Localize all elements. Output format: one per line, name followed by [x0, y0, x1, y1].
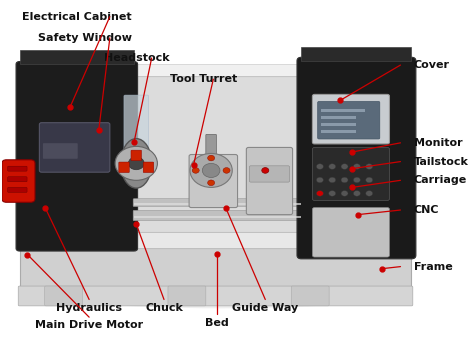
Text: Headstock: Headstock: [104, 53, 169, 63]
Circle shape: [202, 163, 220, 178]
FancyBboxPatch shape: [133, 199, 302, 207]
FancyBboxPatch shape: [119, 162, 129, 173]
Circle shape: [328, 191, 336, 196]
FancyBboxPatch shape: [16, 61, 137, 251]
FancyBboxPatch shape: [45, 286, 82, 306]
FancyBboxPatch shape: [124, 95, 148, 161]
FancyBboxPatch shape: [8, 177, 27, 182]
Circle shape: [353, 177, 360, 183]
Text: Cover: Cover: [414, 60, 450, 70]
FancyBboxPatch shape: [189, 154, 237, 208]
Circle shape: [328, 164, 336, 169]
Bar: [134, 217, 301, 218]
Polygon shape: [19, 64, 411, 78]
Circle shape: [365, 177, 373, 183]
Text: Main Drive Motor: Main Drive Motor: [35, 320, 143, 330]
FancyBboxPatch shape: [43, 143, 78, 159]
Circle shape: [128, 157, 144, 170]
FancyBboxPatch shape: [18, 286, 413, 306]
Circle shape: [341, 191, 348, 196]
Text: Hydraulics: Hydraulics: [56, 302, 122, 313]
Text: Tool Turret: Tool Turret: [170, 74, 237, 84]
Text: Chuck: Chuck: [145, 302, 183, 313]
Text: CNC: CNC: [414, 205, 439, 215]
Text: Bed: Bed: [205, 318, 229, 328]
Bar: [321, 130, 356, 133]
Circle shape: [115, 146, 157, 180]
Text: Monitor: Monitor: [414, 138, 462, 148]
Bar: [321, 116, 356, 119]
FancyBboxPatch shape: [318, 102, 380, 139]
Polygon shape: [301, 47, 411, 61]
FancyBboxPatch shape: [206, 134, 217, 157]
Circle shape: [341, 177, 348, 183]
FancyBboxPatch shape: [8, 187, 27, 192]
Bar: [321, 123, 356, 126]
Circle shape: [341, 164, 348, 169]
Circle shape: [316, 177, 323, 183]
FancyBboxPatch shape: [2, 160, 35, 202]
Circle shape: [190, 153, 232, 187]
Text: Tailstock: Tailstock: [414, 157, 469, 166]
FancyBboxPatch shape: [312, 147, 390, 201]
Circle shape: [316, 164, 323, 169]
FancyBboxPatch shape: [133, 211, 302, 221]
FancyBboxPatch shape: [143, 162, 154, 173]
FancyBboxPatch shape: [312, 94, 390, 144]
FancyBboxPatch shape: [132, 77, 303, 232]
Text: Safety Window: Safety Window: [38, 33, 132, 43]
Circle shape: [208, 180, 215, 186]
Text: Frame: Frame: [414, 262, 453, 272]
Circle shape: [316, 191, 323, 196]
Polygon shape: [19, 78, 411, 248]
FancyBboxPatch shape: [297, 57, 416, 259]
Circle shape: [353, 164, 360, 169]
Bar: [134, 203, 301, 205]
FancyBboxPatch shape: [249, 166, 290, 182]
FancyBboxPatch shape: [312, 208, 390, 257]
Polygon shape: [19, 248, 411, 294]
Circle shape: [365, 164, 373, 169]
Ellipse shape: [121, 138, 152, 188]
Circle shape: [365, 191, 373, 196]
Text: Electrical Cabinet: Electrical Cabinet: [22, 12, 132, 22]
Circle shape: [192, 168, 199, 173]
FancyBboxPatch shape: [168, 286, 206, 306]
Circle shape: [223, 168, 230, 173]
Bar: [321, 109, 365, 112]
Circle shape: [328, 177, 336, 183]
FancyBboxPatch shape: [131, 150, 142, 161]
Circle shape: [353, 191, 360, 196]
FancyBboxPatch shape: [8, 166, 27, 171]
Circle shape: [208, 155, 215, 161]
Text: Carriage: Carriage: [414, 175, 467, 185]
FancyBboxPatch shape: [39, 123, 110, 172]
Circle shape: [262, 168, 269, 173]
FancyBboxPatch shape: [291, 286, 329, 306]
Polygon shape: [19, 50, 134, 64]
Text: Guide Way: Guide Way: [232, 302, 299, 313]
FancyBboxPatch shape: [246, 147, 292, 215]
Ellipse shape: [35, 273, 409, 308]
